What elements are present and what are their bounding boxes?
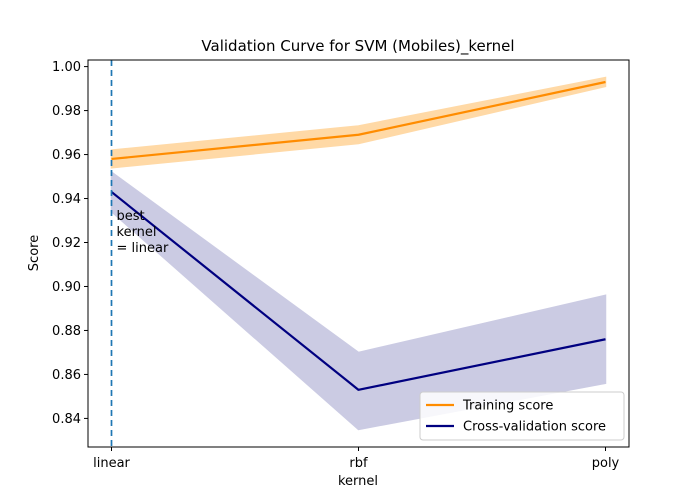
best-kernel-annotation-line: = linear	[117, 241, 169, 256]
best-kernel-annotation-line: kernel	[117, 225, 157, 240]
legend-label: Training score	[462, 399, 553, 414]
y-tick-label: 1.00	[52, 60, 81, 75]
legend: Training score Cross-validation score	[419, 391, 625, 441]
y-tick-label: 0.98	[52, 104, 81, 119]
y-tick-label: 0.92	[52, 236, 81, 251]
chart-title: Validation Curve for SVM (Mobiles)_kerne…	[201, 37, 514, 56]
confidence-bands	[110, 76, 607, 431]
y-tick-label: 0.90	[52, 280, 81, 295]
y-tick-label: 0.96	[52, 148, 81, 163]
y-tick-label: 0.84	[52, 412, 81, 427]
y-tick-label: 0.94	[52, 192, 81, 207]
series-lines	[110, 80, 606, 391]
best-kernel-annotation-line: best	[117, 209, 145, 224]
x-tick-label: poly	[592, 456, 620, 471]
y-tick-label: 0.88	[52, 324, 81, 339]
y-axis: 0.84 0.86 0.88 0.90 0.92 0.94 0.96 0.98 1.00	[52, 60, 88, 427]
x-axis-label: kernel	[338, 474, 378, 489]
legend-box	[419, 391, 625, 441]
best-kernel-annotation: best kernel = linear	[117, 209, 169, 256]
legend-label: Cross-validation score	[463, 420, 606, 435]
x-tick-label: rbf	[349, 456, 368, 471]
x-axis: linear rbf poly	[93, 447, 620, 471]
band-series-1	[110, 76, 607, 169]
x-tick-label: linear	[93, 456, 130, 471]
y-tick-label: 0.86	[52, 368, 81, 383]
y-axis-label: Score	[27, 235, 42, 271]
